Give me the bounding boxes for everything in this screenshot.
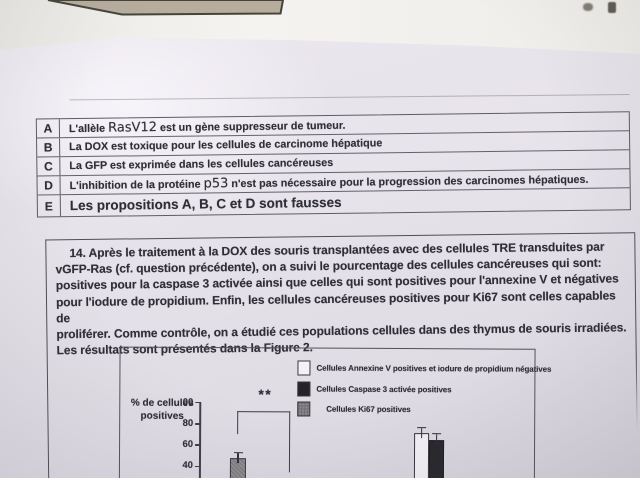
error-bar-line bbox=[435, 434, 438, 445]
legend-label: Cellules Annexine V positives et iodure … bbox=[316, 363, 552, 374]
answer-letter: D bbox=[37, 176, 61, 195]
y-tick-label: 40 bbox=[182, 459, 193, 472]
answer-text-part: L'inhibition de la protéine bbox=[69, 178, 204, 192]
answer-text: La GFP est exprimée dans les cellules ca… bbox=[69, 156, 334, 173]
desk-object-small-2 bbox=[608, 2, 616, 13]
notebook-edge bbox=[47, 0, 285, 16]
significance-bracket bbox=[237, 411, 291, 413]
significance-bracket-right-leg bbox=[288, 411, 291, 473]
y-tick-label: 80 bbox=[182, 417, 194, 429]
legend-label: Cellules Caspase 3 activée positives bbox=[316, 384, 452, 394]
gene-name: RasV12 bbox=[107, 119, 158, 136]
answer-text: La DOX est toxique pour les cellules de … bbox=[69, 137, 383, 154]
answer-letter: E bbox=[37, 195, 61, 217]
y-tick-label: 00 bbox=[182, 396, 194, 408]
legend-swatch-black bbox=[297, 380, 311, 397]
legend-swatch-white bbox=[297, 360, 311, 376]
answer-text: Les propositions A, B, C et D sont fauss… bbox=[69, 194, 342, 214]
answer-text-part: n'est pas nécessaire pour la progression… bbox=[228, 173, 589, 190]
figure-box: % de cellules positives 00 80 60 40 ** bbox=[118, 346, 551, 478]
error-bar-caspase-3 bbox=[432, 433, 442, 445]
y-tick bbox=[194, 465, 200, 467]
error-bar-annexin-v bbox=[417, 426, 427, 439]
answer-text-part: L'allèle bbox=[68, 122, 109, 135]
legend-swatch-gray bbox=[297, 401, 311, 417]
answer-letter: A bbox=[36, 119, 61, 138]
y-tick-label: 60 bbox=[182, 438, 194, 450]
answer-letter: B bbox=[37, 138, 61, 157]
desk-object-small-1 bbox=[583, 3, 593, 11]
answer-text: L'allèle RasV12 est un gène suppresseur … bbox=[60, 117, 346, 135]
question-box: 14. Après le traitement à la DOX des sou… bbox=[45, 232, 640, 478]
significance-stars: ** bbox=[258, 386, 273, 403]
error-bar-line bbox=[420, 427, 423, 439]
y-tick bbox=[194, 423, 200, 425]
bar-caspase-3 bbox=[428, 439, 445, 478]
answer-table: A L'allèle RasV12 est un gène suppresseu… bbox=[35, 111, 631, 218]
legend-item-ki67: Cellules Ki67 positives bbox=[297, 401, 529, 417]
legend-item-caspase: Cellules Caspase 3 activée positives bbox=[297, 380, 529, 397]
error-bar-line bbox=[237, 453, 239, 463]
legend-item-annexin: Cellules Annexine V positives et iodure … bbox=[297, 360, 551, 376]
answer-letter: C bbox=[37, 157, 61, 176]
significance-bracket-left-leg bbox=[237, 411, 239, 435]
y-tick bbox=[194, 401, 200, 404]
page-rule-line bbox=[69, 94, 630, 101]
answer-text-part: est un gène suppresseur de tumeur. bbox=[156, 119, 346, 134]
error-bar-ki67 bbox=[233, 452, 243, 463]
y-tick bbox=[194, 444, 200, 446]
gene-name: p53 bbox=[203, 175, 229, 192]
question-text: 14. Après le traitement à la DOX des sou… bbox=[55, 239, 627, 358]
figure-legend: Cellules Annexine V positives et iodure … bbox=[297, 360, 551, 417]
legend-label: Cellules Ki67 positives bbox=[326, 404, 411, 415]
question-box-right-border bbox=[633, 233, 640, 478]
bar-annexin-v bbox=[413, 433, 430, 478]
